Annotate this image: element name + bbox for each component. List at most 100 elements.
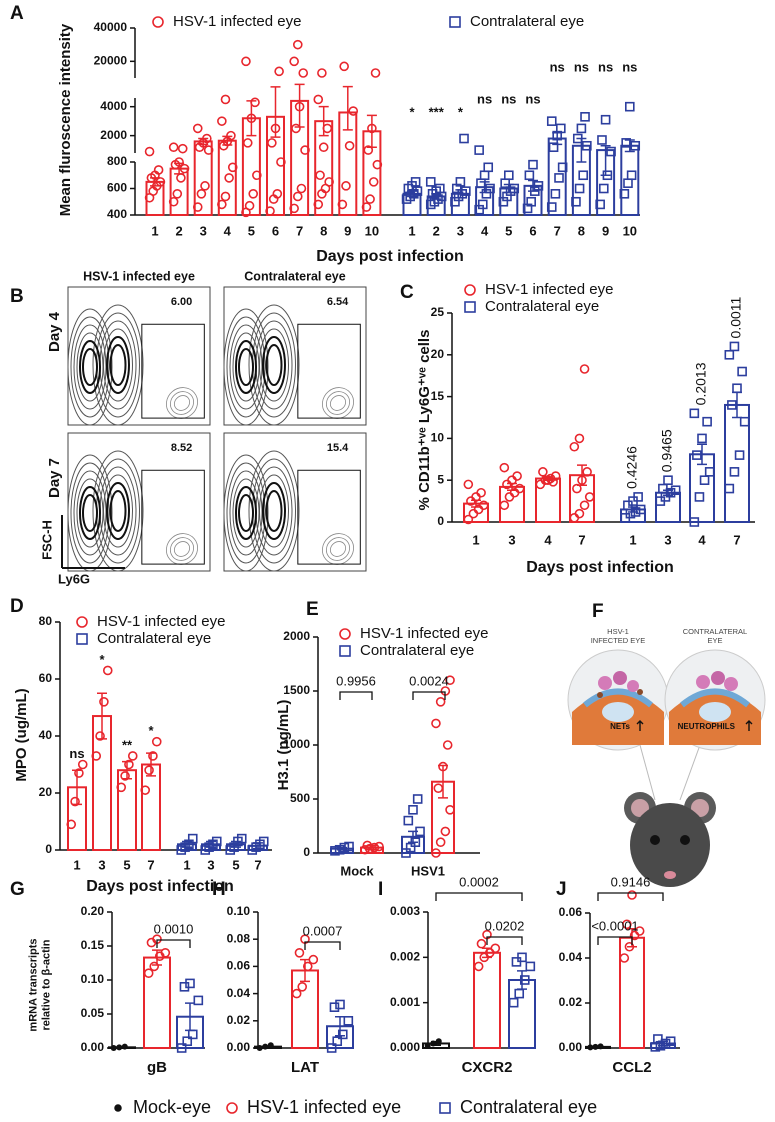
data-point: [526, 196, 536, 207]
eye-readout: NEUTROPHILS: [678, 722, 736, 731]
contour: [329, 541, 347, 557]
contour: [166, 533, 198, 565]
data-point: [569, 441, 580, 452]
bar: [724, 403, 750, 523]
data-point: [478, 500, 489, 511]
data-point: [160, 947, 171, 958]
data-point: [300, 145, 310, 155]
data-point: [370, 68, 381, 78]
data-point: [140, 785, 151, 795]
data-point: [550, 189, 561, 199]
y-axis-label: MPO (ug/mL): [13, 688, 30, 781]
data-point: [302, 961, 313, 972]
error-bar: [697, 443, 707, 466]
significance: ***: [429, 104, 445, 119]
eye-readout: NETs: [610, 722, 630, 731]
data-point: [70, 796, 80, 807]
y-axis-label: relative to β-actin: [40, 939, 52, 1030]
data-point: [172, 189, 183, 199]
data-point: [598, 183, 609, 194]
x-tick-label: 5: [123, 857, 130, 872]
data-point: [176, 1043, 187, 1053]
comparison-bracket: [597, 892, 664, 901]
x-tick-label: Mock: [340, 863, 374, 878]
legend-symbol: [449, 16, 461, 28]
contour: [92, 304, 144, 426]
data-point: [217, 116, 227, 126]
data-point: [220, 191, 231, 202]
legend-symbol: [339, 628, 351, 640]
data-point: [315, 170, 325, 181]
data-point: [626, 170, 637, 181]
contour: [322, 533, 354, 565]
data-point: [578, 170, 589, 181]
data-point: [606, 146, 616, 157]
data-point: [600, 114, 611, 125]
data-point: [597, 135, 607, 145]
data-point: [143, 968, 154, 979]
x-axis-label: Days post infection: [316, 248, 464, 265]
data-point: [732, 383, 742, 394]
y-tick-label: 40000: [94, 20, 128, 34]
data-point: [739, 416, 750, 427]
data-point: [196, 189, 207, 199]
data-point: [597, 1043, 604, 1050]
x-axis-label: Ly6G: [58, 571, 90, 586]
contour: [238, 348, 254, 386]
data-point: [226, 130, 236, 141]
row-header: Day 7: [46, 458, 63, 498]
data-point: [102, 665, 113, 676]
comparison-label: 0.0202: [485, 918, 525, 933]
data-point: [272, 189, 283, 199]
data-point: [289, 203, 299, 214]
data-point: [329, 1002, 340, 1013]
contour: [226, 462, 266, 564]
p-value: 0.9465: [659, 429, 675, 472]
significance: *: [99, 652, 105, 667]
data-point: [289, 56, 299, 67]
data-point: [699, 475, 710, 486]
data-point: [546, 116, 557, 126]
y-tick-label: 4000: [100, 99, 127, 113]
data-point: [155, 177, 166, 187]
data-point: [572, 133, 583, 144]
contour: [232, 332, 260, 402]
y-tick-label: 1500: [283, 683, 310, 697]
contour: [82, 494, 98, 532]
x-tick-label: HSV1: [411, 863, 445, 878]
data-point: [291, 123, 301, 134]
x-tick-label: 1: [629, 532, 636, 547]
data-point: [252, 170, 262, 181]
legend-label: Contralateral eye: [360, 642, 474, 659]
legend-label: HSV-1 infected eye: [360, 625, 488, 642]
error-bar: [600, 145, 611, 176]
data-point: [292, 191, 303, 202]
contour: [173, 395, 191, 411]
contour: [106, 482, 130, 540]
data-point: [622, 919, 632, 930]
data-point: [262, 1043, 269, 1050]
data-point: [241, 56, 251, 67]
contour: [73, 324, 107, 410]
data-point: [250, 97, 260, 108]
data-point: [584, 492, 595, 502]
data-point: [246, 113, 257, 124]
contour: [70, 462, 110, 564]
data-point: [372, 159, 383, 170]
gate-value: 15.4: [327, 442, 349, 454]
x-tick-label: 3: [98, 857, 105, 872]
data-point: [525, 961, 536, 972]
column-header: Contralateral eye: [244, 269, 345, 283]
data-point: [445, 675, 455, 686]
p-value: 0.0011: [728, 296, 744, 338]
data-point: [509, 183, 520, 194]
legend-symbol: [226, 1102, 238, 1114]
bar: [117, 769, 137, 852]
data-point: [151, 736, 162, 747]
data-point: [473, 961, 484, 972]
gate-value: 8.52: [171, 442, 192, 454]
data-point: [490, 943, 501, 954]
y-tick-label: 0.002: [390, 950, 420, 964]
data-point: [702, 416, 712, 427]
